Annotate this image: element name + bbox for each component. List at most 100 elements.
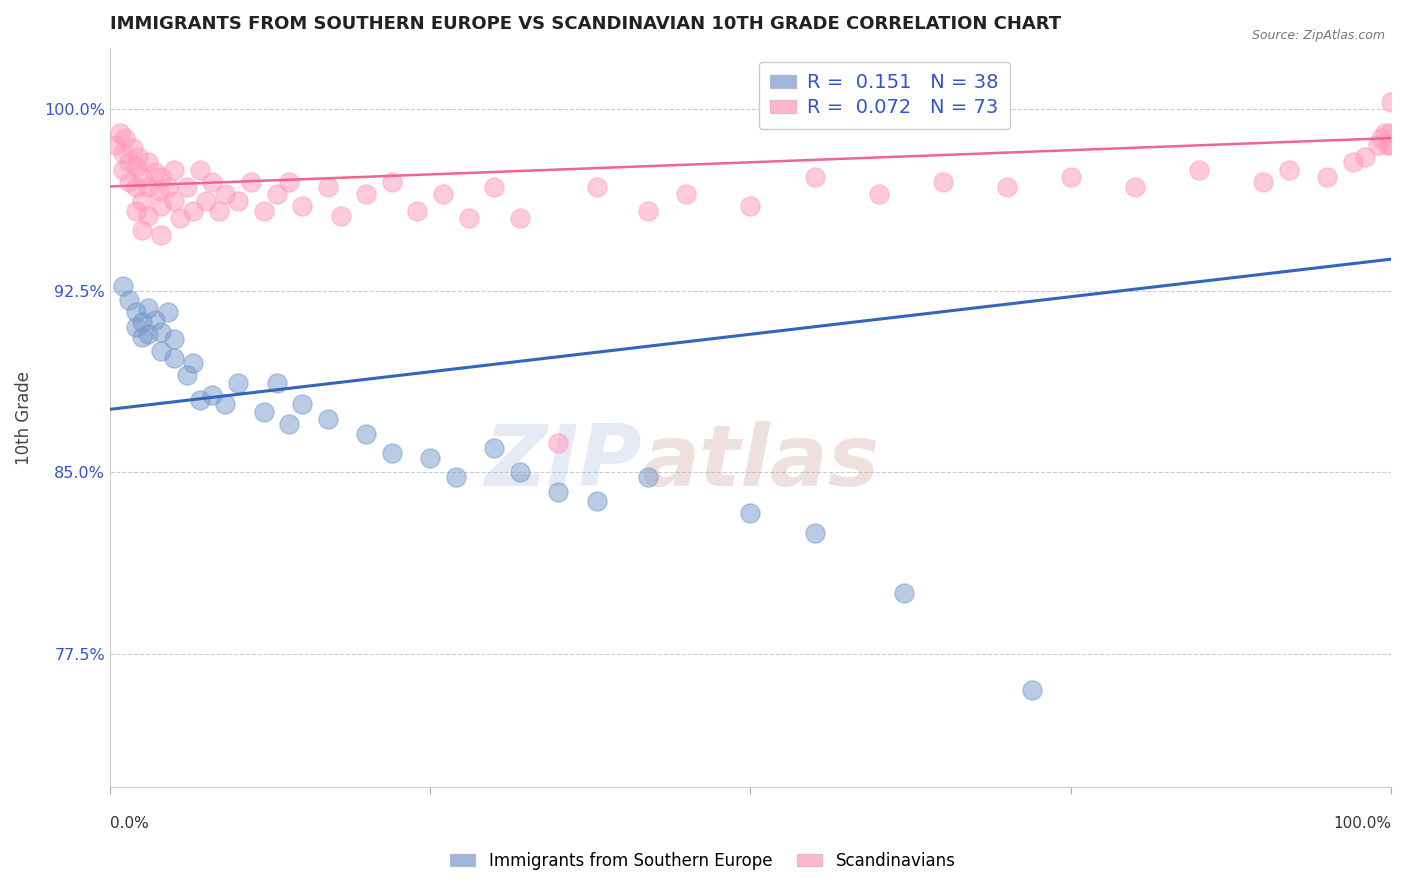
Point	[150, 227, 173, 242]
Legend: R =  0.151   N = 38, R =  0.072   N = 73: R = 0.151 N = 38, R = 0.072 N = 73	[759, 62, 1010, 128]
Point	[803, 169, 825, 184]
Point	[406, 203, 429, 218]
Point	[111, 145, 134, 160]
Point	[509, 465, 531, 479]
Legend: Immigrants from Southern Europe, Scandinavians: Immigrants from Southern Europe, Scandin…	[444, 846, 962, 877]
Point	[1378, 126, 1400, 140]
Text: IMMIGRANTS FROM SOUTHERN EUROPE VS SCANDINAVIAN 10TH GRADE CORRELATION CHART: IMMIGRANTS FROM SOUTHERN EUROPE VS SCAND…	[110, 15, 1062, 33]
Point	[740, 199, 762, 213]
Point	[214, 397, 236, 411]
Point	[1341, 155, 1364, 169]
Point	[1376, 138, 1399, 153]
Point	[163, 194, 186, 208]
Point	[316, 179, 339, 194]
Point	[122, 141, 145, 155]
Point	[201, 388, 224, 402]
Point	[181, 203, 204, 218]
Point	[163, 332, 186, 346]
Point	[1123, 179, 1146, 194]
Point	[150, 169, 173, 184]
Point	[131, 194, 153, 208]
Point	[278, 417, 301, 431]
Point	[124, 305, 146, 319]
Point	[118, 155, 141, 169]
Point	[419, 450, 441, 465]
Point	[138, 301, 160, 315]
Point	[509, 211, 531, 225]
Point	[1188, 162, 1211, 177]
Point	[156, 179, 179, 194]
Point	[1060, 169, 1083, 184]
Point	[138, 209, 160, 223]
Point	[585, 179, 607, 194]
Point	[118, 293, 141, 308]
Point	[111, 162, 134, 177]
Point	[893, 586, 915, 600]
Text: Source: ZipAtlas.com: Source: ZipAtlas.com	[1251, 29, 1385, 42]
Point	[740, 507, 762, 521]
Text: atlas: atlas	[641, 421, 880, 504]
Point	[138, 179, 160, 194]
Point	[381, 175, 404, 189]
Text: 100.0%: 100.0%	[1333, 816, 1391, 830]
Point	[110, 126, 132, 140]
Point	[432, 186, 454, 201]
Point	[105, 138, 128, 153]
Point	[266, 186, 288, 201]
Y-axis label: 10th Grade: 10th Grade	[15, 371, 32, 465]
Point	[291, 199, 314, 213]
Point	[547, 484, 569, 499]
Point	[150, 344, 173, 359]
Point	[188, 162, 211, 177]
Point	[253, 203, 276, 218]
Point	[124, 179, 146, 194]
Point	[457, 211, 479, 225]
Point	[181, 356, 204, 370]
Point	[214, 186, 236, 201]
Point	[131, 169, 153, 184]
Point	[131, 329, 153, 343]
Point	[444, 470, 467, 484]
Text: 0.0%: 0.0%	[110, 816, 149, 830]
Point	[118, 175, 141, 189]
Point	[111, 278, 134, 293]
Point	[278, 175, 301, 189]
Point	[1367, 138, 1389, 153]
Point	[291, 397, 314, 411]
Point	[931, 175, 953, 189]
Point	[995, 179, 1018, 194]
Point	[1316, 169, 1339, 184]
Point	[1277, 162, 1299, 177]
Point	[143, 165, 166, 179]
Point	[1378, 138, 1400, 153]
Point	[208, 203, 231, 218]
Point	[868, 186, 890, 201]
Point	[266, 376, 288, 390]
Point	[150, 199, 173, 213]
Point	[329, 209, 352, 223]
Point	[1354, 150, 1376, 164]
Point	[1374, 126, 1396, 140]
Text: ZIP: ZIP	[484, 421, 641, 504]
Point	[1369, 131, 1392, 145]
Point	[131, 315, 153, 329]
Point	[226, 194, 249, 208]
Point	[176, 368, 198, 383]
Point	[138, 155, 160, 169]
Point	[381, 446, 404, 460]
Point	[201, 175, 224, 189]
Point	[150, 325, 173, 339]
Point	[675, 186, 697, 201]
Point	[138, 327, 160, 342]
Point	[1379, 95, 1402, 109]
Point	[484, 179, 506, 194]
Point	[316, 412, 339, 426]
Point	[188, 392, 211, 407]
Point	[1251, 175, 1274, 189]
Point	[354, 186, 377, 201]
Point	[226, 376, 249, 390]
Point	[148, 185, 170, 199]
Point	[1021, 683, 1043, 698]
Point	[127, 150, 149, 164]
Point	[131, 223, 153, 237]
